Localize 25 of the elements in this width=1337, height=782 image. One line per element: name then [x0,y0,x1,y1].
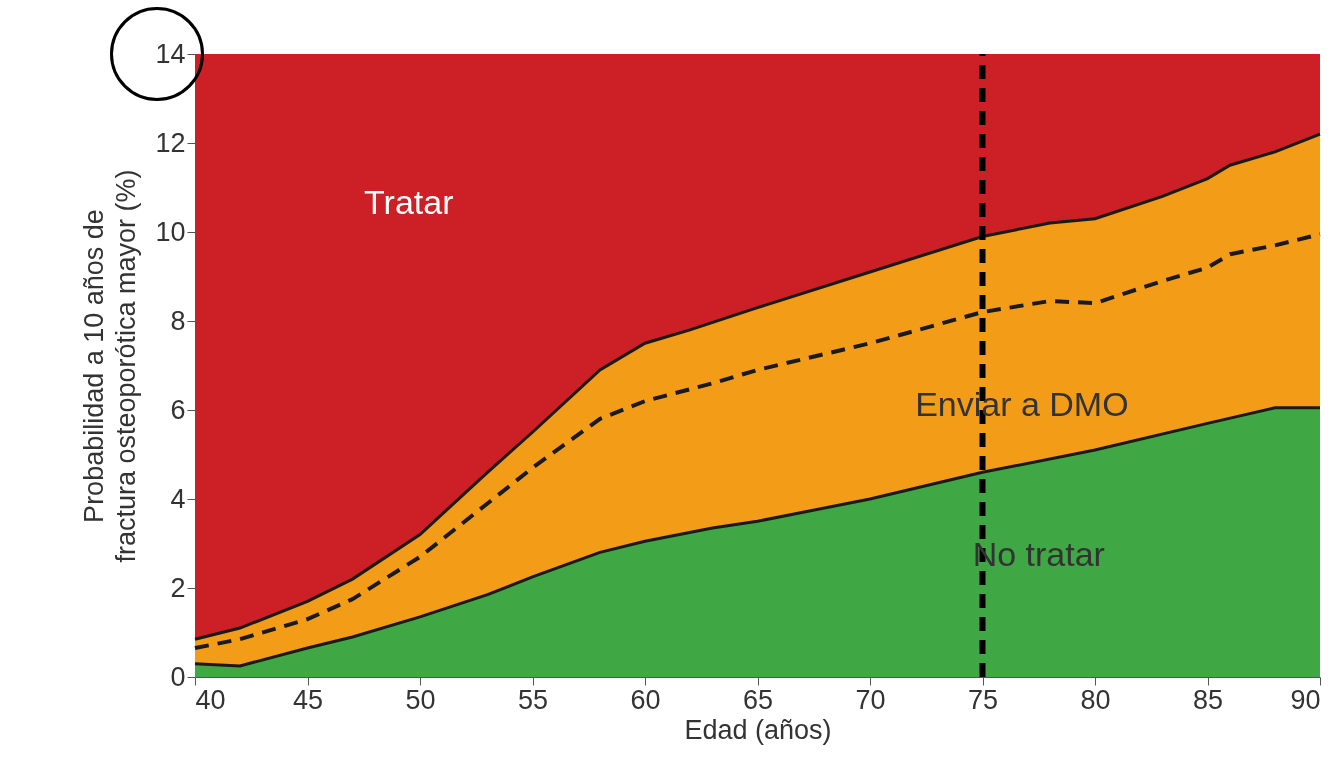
x-tick-label: 60 [630,684,661,715]
x-tick-label: 85 [1192,684,1224,715]
annotation: Enviar a DMO [915,384,1129,423]
x-tick-label: 90 [1290,684,1321,715]
x-tick-label: 70 [855,684,886,715]
x-tick-label: 50 [405,684,436,715]
line-series [193,232,1322,651]
y-tick-label: 8 [170,305,186,336]
y-tick-label: 2 [170,572,186,603]
y-tick-label: 6 [170,394,186,425]
y-axis-title: Probabilidad a 10 años de fractura osteoporótica mayor (%) [79,169,142,563]
annotation: Tratar [364,182,454,221]
x-tick-label: 80 [1080,684,1111,715]
x-tick-label: 45 [292,684,324,715]
y-tick-label: 12 [155,127,186,158]
y-tick-label: 10 [155,216,186,247]
x-tick-label: 65 [742,684,774,715]
x-tick-label: 55 [517,684,549,715]
y-tick-label: 4 [170,483,186,514]
y-tick-label: 14 [155,38,186,69]
x-axis-title: Edad (años) [684,714,832,745]
y-tick-label: 0 [170,661,186,692]
x-tick-label: 75 [967,684,999,715]
x-tick-label: 40 [195,684,226,715]
annotation: No tratar [972,534,1105,573]
